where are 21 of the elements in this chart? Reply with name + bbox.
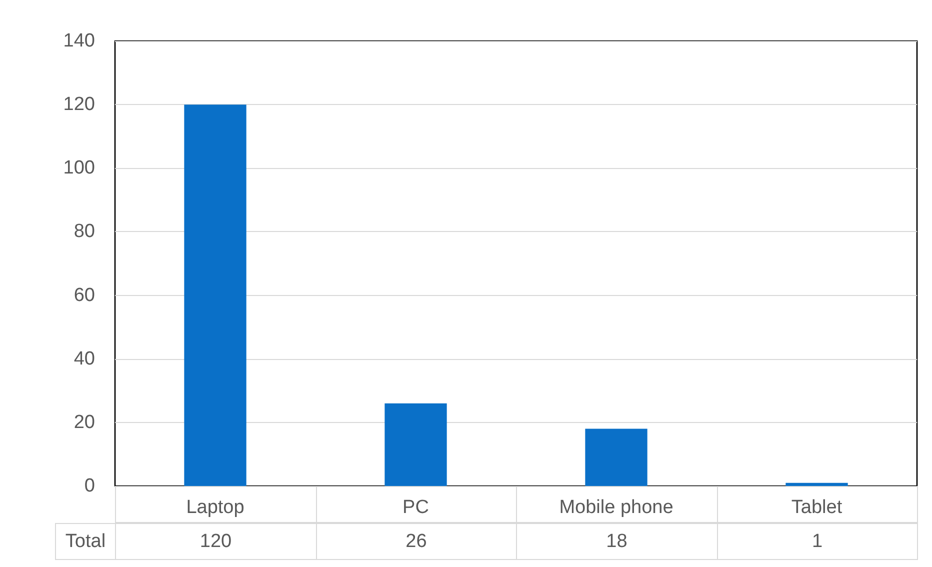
x-tick-label: Laptop	[186, 497, 244, 518]
y-tick-label: 40	[74, 348, 95, 370]
data-label: 26	[316, 523, 517, 560]
data-label: 120	[115, 523, 316, 560]
y-tick-label: 20	[74, 412, 95, 433]
x-tick-label: Mobile phone	[559, 497, 674, 518]
data-label: 18	[516, 523, 718, 560]
text: Total	[55, 523, 116, 560]
bar	[384, 403, 447, 486]
y-tick-label: 60	[74, 284, 95, 306]
x-tick-label: PC	[402, 497, 429, 518]
bar	[786, 482, 848, 486]
x-tick-label: Tablet	[791, 497, 843, 518]
data-label: 1	[716, 523, 918, 560]
y-tick-label: 80	[74, 221, 95, 242]
y-tick-label: 100	[63, 158, 95, 179]
y-tick-label: 140	[63, 30, 95, 52]
bar	[585, 428, 648, 486]
y-tick-label: 0	[84, 476, 95, 496]
bar	[184, 104, 246, 486]
y-tick-label: 120	[63, 94, 95, 116]
